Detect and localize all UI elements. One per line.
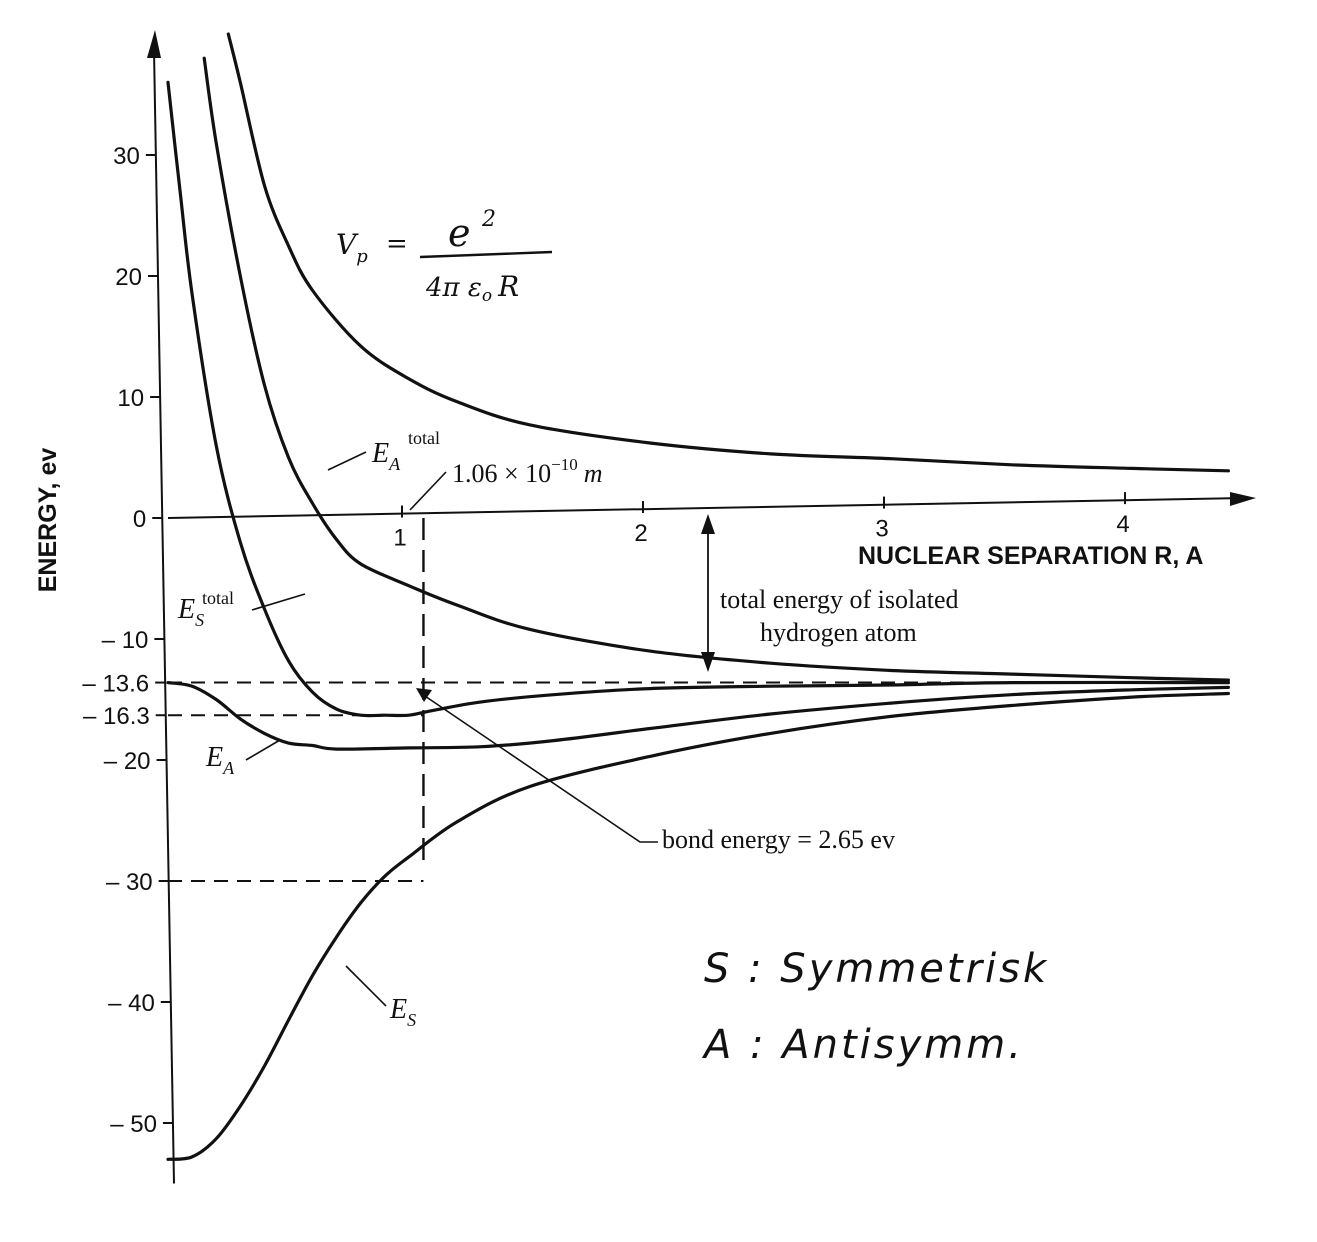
x-tick-label-3: 4 xyxy=(1116,511,1129,538)
y-tick-label-6: – 16.3 xyxy=(83,703,150,730)
ea-total-symbol: E xyxy=(371,438,389,469)
handwritten-legend: S : Symmetrisk A : Antisymm. xyxy=(701,946,1049,1068)
bond-energy-annotation: bond energy = 2.65 ev xyxy=(416,688,895,854)
y-tick-label-4: – 10 xyxy=(102,627,149,654)
ea-symbol: E xyxy=(205,742,223,773)
curves xyxy=(166,32,1230,1161)
separation-value: 1.06 × 10 xyxy=(452,459,551,488)
ea-leader xyxy=(245,739,281,761)
es-subscript: S xyxy=(407,1010,416,1030)
svg-text:Vp: Vp xyxy=(336,228,368,267)
es-total-subscript: S xyxy=(195,610,204,630)
axes xyxy=(145,30,1256,1184)
isolated-line-2: hydrogen atom xyxy=(760,618,917,647)
y-tick-label-3: 0 xyxy=(133,506,146,533)
ea-total-leader xyxy=(327,451,367,471)
x-tick-label-2: 3 xyxy=(875,516,888,543)
vp-symbol: V xyxy=(336,228,359,261)
y-tick-label-8: – 30 xyxy=(106,869,153,896)
x-tick-label-0: 1 xyxy=(393,525,406,552)
svg-text:ES: ES xyxy=(389,994,416,1030)
bond-energy-arrowhead xyxy=(416,688,432,702)
svg-text:1.06 × 10−10m: 1.06 × 10−10 m xyxy=(452,455,603,488)
es-symbol: E xyxy=(389,994,407,1025)
x-tick-label-1: 2 xyxy=(634,520,647,547)
y-axis-arrowhead xyxy=(147,30,161,58)
es-leader xyxy=(345,965,387,1007)
ea-total-curve xyxy=(202,56,1230,682)
y-tick-label-7: – 20 xyxy=(104,748,151,775)
ea-total-superscript: total xyxy=(408,428,440,448)
vp-fraction-bar xyxy=(419,250,553,259)
ea-total-subscript: A xyxy=(388,454,401,474)
legend-antisymmetric: A : Antisymm. xyxy=(701,1022,1024,1068)
es-label: ES xyxy=(345,965,416,1030)
bond-energy-label: bond energy = 2.65 ev xyxy=(662,825,895,854)
es-total-curve xyxy=(166,80,1230,718)
isolated-arrow-up xyxy=(701,514,715,534)
vp-curve xyxy=(226,32,1230,473)
svg-text:4π εoR: 4π εo R xyxy=(425,270,519,306)
separation-exponent: −10 xyxy=(551,455,578,474)
vp-denominator-subscript: o xyxy=(482,286,492,306)
isolated-line-1: total energy of isolated xyxy=(720,585,959,614)
vp-denominator: 4π ε xyxy=(425,273,482,303)
vp-subscript: p xyxy=(356,246,368,267)
svg-text:EA: EA xyxy=(205,742,235,778)
y-tick-label-10: – 50 xyxy=(110,1111,157,1138)
bond-energy-leader xyxy=(421,693,658,843)
legend-symmetric: S : Symmetrisk xyxy=(704,946,1049,992)
vp-formula: Vp = e 2 4π εo R xyxy=(336,207,553,306)
separation-unit: m xyxy=(584,459,603,488)
separation-leader xyxy=(409,471,447,511)
ea-label: EA xyxy=(205,739,281,778)
vp-denominator-r: R xyxy=(497,270,519,303)
es-curve xyxy=(166,691,1230,1161)
x-axis-arrowhead xyxy=(1230,492,1256,506)
es-total-superscript: total xyxy=(202,588,234,608)
vp-equals: = xyxy=(386,229,408,259)
y-tick-label-2: 10 xyxy=(117,385,144,412)
es-total-leader xyxy=(251,593,306,611)
isolated-arrow-down xyxy=(701,652,715,672)
vp-numerator-exponent: 2 xyxy=(481,207,496,232)
y-tick-label-5: – 13.6 xyxy=(82,671,149,698)
vp-numerator: e xyxy=(448,211,471,255)
ea-curve xyxy=(166,681,1230,751)
x-axis-line xyxy=(167,497,1246,519)
y-tick-label-9: – 40 xyxy=(108,990,155,1017)
ea-total-label: EA total xyxy=(327,428,440,474)
es-total-label: ES total xyxy=(177,588,306,630)
es-total-symbol: E xyxy=(177,594,195,625)
y-tick-label-1: 20 xyxy=(115,264,142,291)
reference-dashes xyxy=(168,518,1036,882)
isolated-atom-annotation: total energy of isolated hydrogen atom xyxy=(701,514,959,672)
tick-labels: 1 2 3 4 30 20 10 0 – 10 – 13.6 – 16.3 – 20 – 30 – 40 –… xyxy=(82,143,1129,1138)
separation-annotation: 1.06 × 10−10 m xyxy=(409,455,603,511)
y-tick-label-0: 30 xyxy=(113,143,140,170)
x-axis-title: NUCLEAR SEPARATION R, A xyxy=(858,542,1203,570)
y-axis-line xyxy=(153,49,175,1184)
y-axis-title: ENERGY, ev xyxy=(34,448,62,593)
svg-text:EA: EA xyxy=(371,438,401,474)
ea-subscript: A xyxy=(222,758,235,778)
svg-text:ES: ES xyxy=(177,594,204,630)
